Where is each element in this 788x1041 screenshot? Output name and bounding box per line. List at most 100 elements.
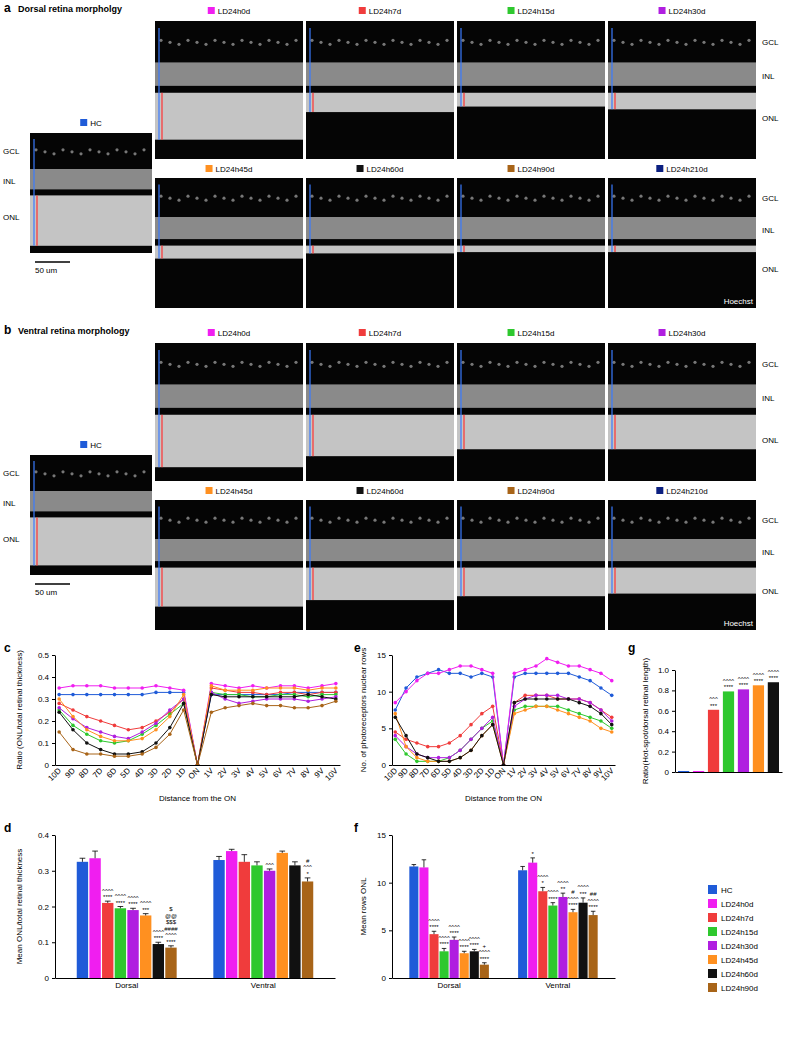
thickness-line bbox=[158, 507, 159, 607]
x-tick-label: 10V bbox=[599, 766, 616, 783]
nucleus bbox=[551, 41, 554, 44]
point bbox=[491, 672, 495, 676]
error-cap bbox=[279, 851, 285, 852]
nucleus bbox=[515, 195, 518, 198]
point bbox=[393, 701, 397, 705]
bar bbox=[518, 870, 527, 978]
significance: **** bbox=[429, 924, 439, 930]
nucleus bbox=[533, 43, 536, 46]
x-tick-label: 3D bbox=[146, 766, 160, 780]
point bbox=[237, 695, 241, 699]
point bbox=[610, 730, 614, 734]
point bbox=[567, 708, 571, 712]
point bbox=[567, 664, 571, 668]
point bbox=[223, 688, 227, 692]
nucleus bbox=[666, 195, 669, 198]
nucleus bbox=[276, 41, 279, 44]
inl-band bbox=[457, 539, 605, 561]
retina-image bbox=[306, 343, 454, 481]
chart: 051015DorsalVentral*^^^^****^^^^*^^^^***… bbox=[354, 821, 616, 990]
label-swatch bbox=[357, 487, 364, 494]
bar bbox=[480, 965, 489, 978]
point bbox=[588, 668, 592, 672]
point bbox=[502, 763, 506, 765]
point bbox=[599, 672, 603, 676]
chart: 00.20.40.60.81.0^^^***^^^^****^^^^****^^… bbox=[628, 641, 783, 784]
onl-line bbox=[463, 415, 464, 450]
point bbox=[534, 694, 538, 698]
plot-area bbox=[678, 682, 779, 772]
image-label: LD24h15d bbox=[518, 7, 555, 16]
error-bar bbox=[532, 858, 533, 863]
nucleus bbox=[621, 363, 624, 366]
significance: ^^^ bbox=[265, 862, 274, 868]
layer-label: GCL bbox=[762, 516, 779, 525]
nucleus bbox=[630, 365, 633, 368]
point bbox=[523, 708, 527, 712]
point bbox=[458, 672, 462, 676]
significance: ^^^^ bbox=[127, 895, 138, 901]
nucleus bbox=[222, 363, 225, 366]
point bbox=[426, 672, 430, 676]
thickness-line bbox=[460, 185, 461, 253]
nucleus bbox=[693, 361, 696, 364]
point bbox=[469, 749, 473, 753]
point bbox=[404, 745, 408, 749]
point bbox=[480, 712, 484, 716]
significance: ** bbox=[561, 886, 566, 892]
legend: HCLD24h0dLD24h7dLD24h15dLD24h30dLD24h45d… bbox=[708, 885, 758, 993]
onl-band bbox=[155, 93, 303, 140]
y-tick-label: 0.3 bbox=[38, 695, 50, 704]
inl-band bbox=[306, 62, 454, 85]
nucleus bbox=[427, 41, 430, 44]
nucleus bbox=[204, 199, 207, 202]
label-swatch bbox=[508, 165, 515, 172]
x-tick: 8D bbox=[77, 766, 91, 780]
scale-bar-label: 50 um bbox=[35, 266, 58, 275]
y-tick: 0.8 bbox=[658, 686, 675, 695]
retina-image bbox=[457, 500, 605, 630]
nucleus bbox=[578, 197, 581, 200]
point bbox=[469, 738, 473, 742]
point bbox=[154, 728, 158, 732]
onl-line bbox=[614, 415, 615, 450]
nucleus bbox=[666, 361, 669, 364]
nucleus bbox=[551, 197, 554, 200]
series-line bbox=[59, 686, 336, 765]
y-axis: 00.10.20.30.40.5 bbox=[38, 651, 56, 770]
onl-line bbox=[161, 568, 162, 607]
image-panel: bVentral retina morphologyHCGCLINLONL50 … bbox=[3, 323, 779, 630]
nucleus bbox=[488, 517, 491, 520]
nucleus bbox=[310, 361, 313, 364]
bar bbox=[302, 881, 313, 978]
point bbox=[71, 724, 75, 728]
nucleus bbox=[213, 517, 216, 520]
point bbox=[57, 693, 61, 697]
label-swatch bbox=[508, 7, 515, 14]
retina-image bbox=[306, 178, 454, 308]
onl-band bbox=[306, 93, 454, 112]
nucleus bbox=[382, 365, 385, 368]
point bbox=[534, 672, 538, 676]
nucleus bbox=[168, 363, 171, 366]
significance: **** bbox=[166, 939, 176, 945]
point bbox=[545, 705, 549, 709]
nucleus bbox=[186, 39, 189, 42]
onl-band bbox=[306, 246, 454, 254]
point bbox=[415, 752, 419, 756]
nucleus bbox=[258, 521, 261, 524]
tick-mark bbox=[672, 670, 675, 671]
point bbox=[265, 695, 269, 699]
inl-band bbox=[457, 62, 605, 85]
x-tick-label: 6V bbox=[271, 766, 285, 780]
x-tick: 2V bbox=[216, 766, 230, 780]
layer-label: ONL bbox=[762, 114, 779, 123]
nucleus bbox=[106, 152, 109, 155]
error-cap bbox=[267, 868, 273, 869]
nucleus bbox=[294, 361, 297, 364]
point bbox=[140, 693, 144, 697]
point bbox=[458, 749, 462, 753]
image-label: LD24h45d bbox=[216, 487, 253, 496]
point bbox=[567, 697, 571, 701]
nucleus bbox=[337, 39, 340, 42]
